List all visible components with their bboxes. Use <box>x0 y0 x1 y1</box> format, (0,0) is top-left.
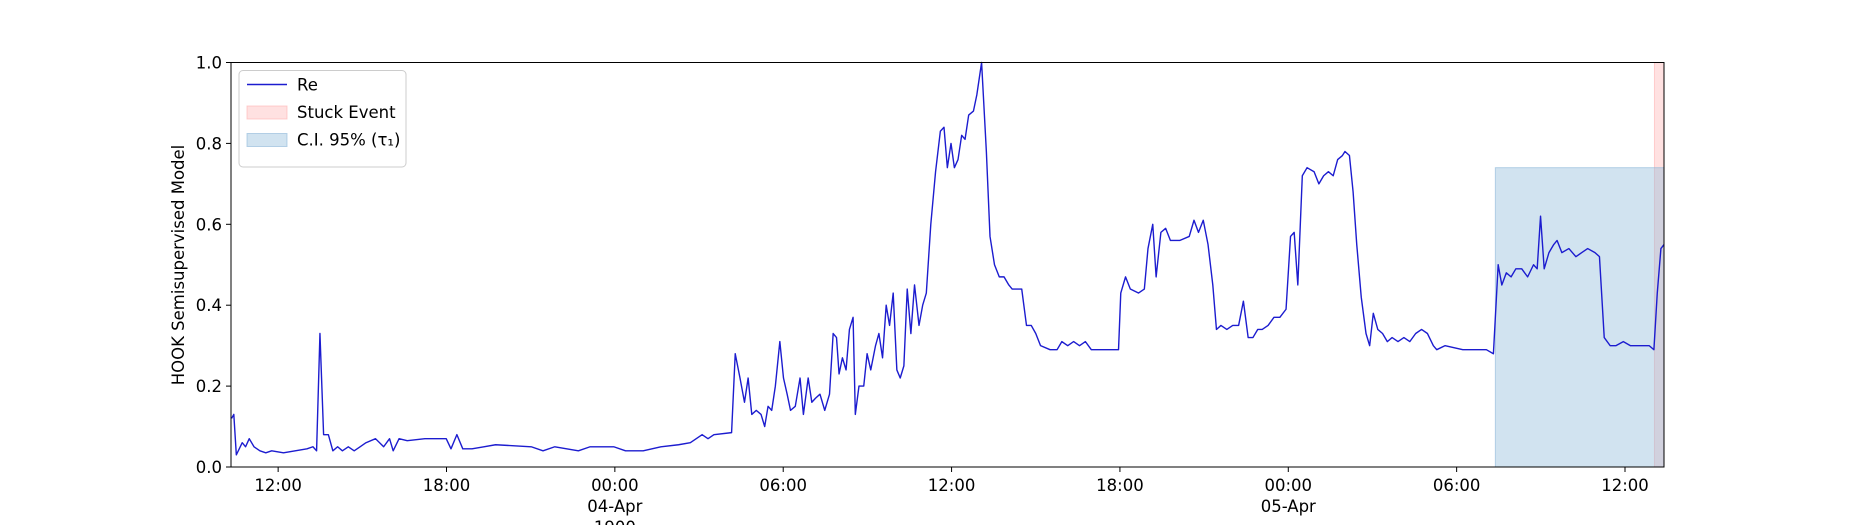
legend-patch <box>246 133 288 147</box>
legend-frame <box>238 70 407 168</box>
y-tick-label: 0.0 <box>196 458 222 477</box>
y-tick-label: 0.4 <box>196 296 222 315</box>
x-tick-label: 06:00 <box>1433 476 1481 495</box>
x-tick-label: 12:00 <box>1601 476 1649 495</box>
x-tick-label: 12:00 <box>928 476 976 495</box>
plot-frame <box>230 62 1665 468</box>
y-tick-label: 0.6 <box>196 215 222 234</box>
legend-label: Re <box>297 76 318 95</box>
x-tick-label: 18:00 <box>423 476 471 495</box>
x-tick-label: 06:00 <box>759 476 807 495</box>
legend-label: Stuck Event <box>297 103 396 122</box>
legend-patch <box>246 105 288 120</box>
x-tick-label: 18:00 <box>1096 476 1144 495</box>
y-tick-label: 0.8 <box>196 134 222 153</box>
span <box>1494 167 1665 468</box>
y-tick-label: 0.2 <box>196 377 222 396</box>
x-tick-label: 00:00 05-Apr <box>1261 476 1316 516</box>
x-tick-label: 12:00 <box>254 476 302 495</box>
y-tick-label: 1.0 <box>196 54 222 73</box>
y-axis-label: HOOK Semisupervised Model <box>169 145 188 386</box>
legend: Re Stuck Event C.I. 95% (τ₁) <box>238 70 407 168</box>
line <box>230 61 1665 456</box>
legend-label: C.I. 95% (τ₁) <box>297 131 400 150</box>
